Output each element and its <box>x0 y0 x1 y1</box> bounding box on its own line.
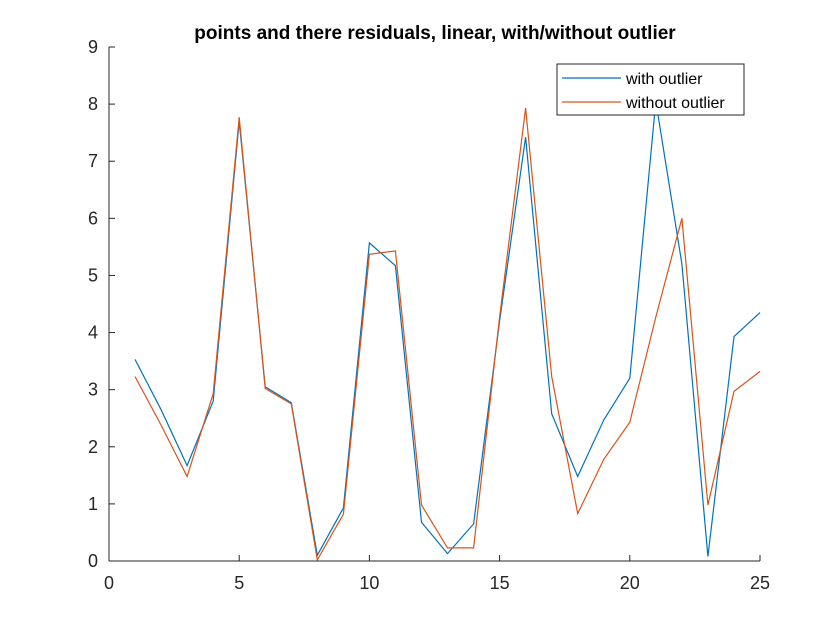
y-tick-label: 6 <box>88 208 98 228</box>
y-tick-label: 2 <box>88 437 98 457</box>
y-tick-label: 7 <box>88 151 98 171</box>
legend: with outlier without outlier <box>556 63 745 116</box>
x-tick-label: 10 <box>359 573 379 593</box>
series-line-2 <box>134 108 761 562</box>
y-tick-label: 5 <box>88 265 98 285</box>
y-tick-label: 3 <box>88 380 98 400</box>
legend-box <box>556 63 745 116</box>
x-tick-label: 15 <box>490 573 510 593</box>
legend-label-1: with outlier <box>625 71 703 88</box>
x-tick-label: 5 <box>234 573 244 593</box>
x-tick-label: 25 <box>750 573 770 593</box>
y-tick-label: 8 <box>88 94 98 114</box>
y-tick-label: 9 <box>88 37 98 57</box>
y-tick-label: 0 <box>88 551 98 571</box>
legend-label-2: without outlier <box>625 95 725 112</box>
y-tick-label: 4 <box>88 323 98 343</box>
plot-area <box>109 47 760 561</box>
y-tick-label: 1 <box>88 494 98 514</box>
x-tick-label: 0 <box>104 573 114 593</box>
x-tick-label: 20 <box>620 573 640 593</box>
chart-title: points and there residuals, linear, with… <box>194 23 676 44</box>
axes-layer: 0 5 10 15 20 25 0 1 2 3 4 5 6 7 8 9 <box>88 37 770 593</box>
